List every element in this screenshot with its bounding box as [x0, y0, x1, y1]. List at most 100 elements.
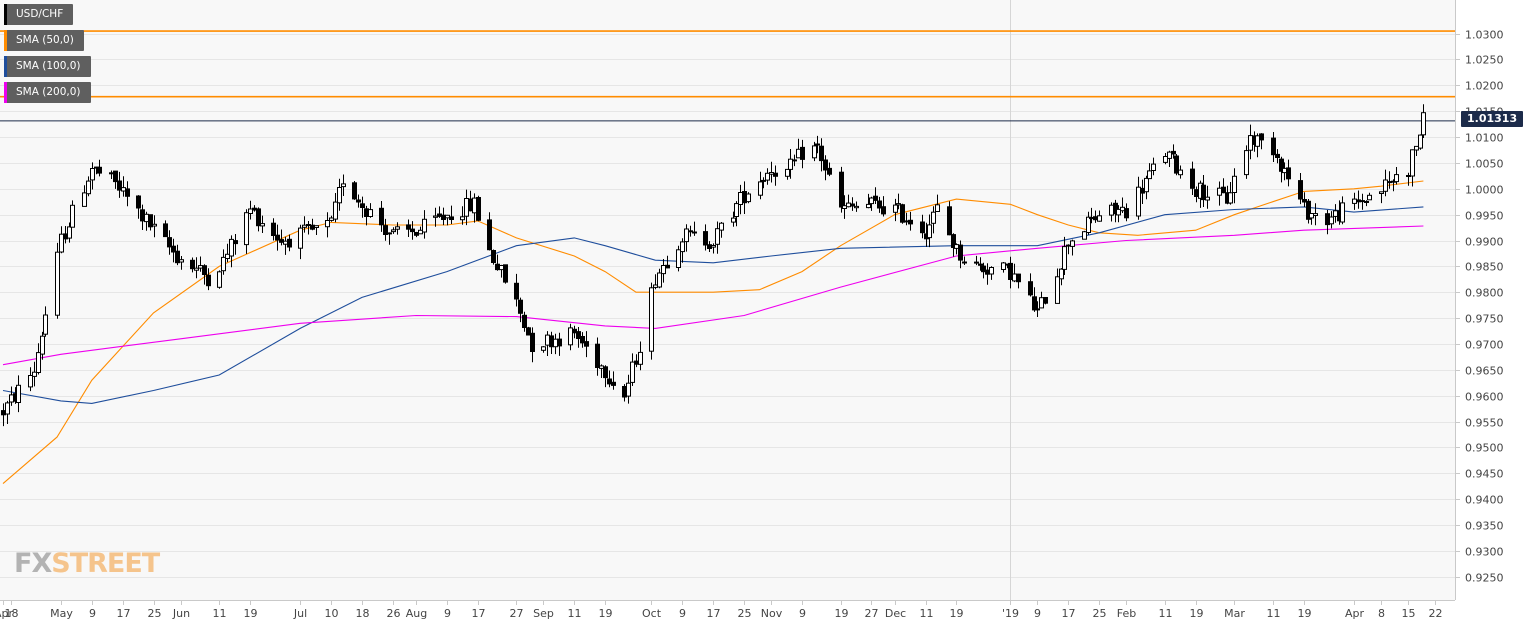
candle-body [1062, 246, 1067, 270]
candle-body [233, 240, 238, 245]
candle-body [653, 284, 658, 288]
candle-body [441, 214, 446, 220]
candle-body [190, 259, 195, 270]
legend-item-symbol[interactable]: USD/CHF [4, 4, 74, 25]
candle-body [568, 327, 573, 346]
candle-body [1178, 169, 1183, 176]
candle-body [761, 179, 766, 182]
candle-body [854, 205, 859, 209]
y-tick-label: 0.9450 [1465, 468, 1504, 481]
candle-body [387, 232, 392, 235]
candle-body [715, 228, 720, 245]
candle-body [954, 244, 959, 249]
candle-body [248, 208, 253, 214]
candle-body [920, 221, 925, 234]
candle-body [839, 171, 844, 208]
x-tick-label: 9 [89, 607, 96, 620]
legend-item-sma50[interactable]: SMA (50,0) [4, 30, 84, 51]
candle-body [1097, 215, 1102, 222]
candle-body [1008, 262, 1013, 280]
candle-body [962, 261, 967, 264]
candle-body [530, 332, 535, 352]
candle-body [16, 384, 21, 403]
x-tick-label: 9 [799, 607, 806, 620]
y-tick-label: 0.9800 [1465, 287, 1504, 300]
candle-body [418, 229, 423, 235]
legend-label: SMA (200,0) [16, 86, 81, 98]
candle-body [1414, 145, 1419, 151]
candle-body [595, 343, 600, 369]
x-tick-label: May [50, 607, 73, 620]
x-tick-label: 11 [568, 607, 582, 620]
candle-body [113, 170, 118, 183]
candle-body [1174, 155, 1179, 174]
x-tick-label: '19 [1002, 607, 1019, 620]
candle-body [352, 182, 357, 200]
candle-body [908, 219, 913, 225]
candle-body [649, 287, 654, 352]
x-tick-label: 17 [1062, 607, 1076, 620]
candle-body [1394, 174, 1399, 183]
candle-body [1194, 189, 1199, 198]
y-tick-label: 0.9750 [1465, 313, 1504, 326]
candle-body [198, 265, 203, 269]
candle-body [368, 209, 373, 218]
x-tick-label: Jun [172, 607, 190, 620]
candle-body [584, 341, 589, 347]
x-tick-label: 18 [356, 607, 370, 620]
candle-body [572, 328, 577, 334]
candle-body [522, 314, 527, 328]
x-tick-label: 11 [1267, 607, 1281, 620]
candle-body [688, 230, 693, 233]
candle-body [1286, 167, 1291, 180]
candle-body [356, 199, 361, 203]
candle-body [283, 240, 288, 245]
candle-body [1082, 231, 1087, 240]
logo-part-street: STREET [51, 548, 160, 579]
legend-swatch [4, 4, 7, 25]
candle-body [59, 233, 64, 253]
candle-body [70, 204, 75, 228]
candle-body [329, 217, 334, 221]
candle-body [1171, 150, 1176, 155]
y-tick-label: 0.9650 [1465, 365, 1504, 378]
x-tick-label: 11 [213, 607, 227, 620]
candle-body [981, 265, 986, 273]
x-tick-label: Dec [885, 607, 906, 620]
candle-body [1163, 156, 1168, 163]
candle-body [1001, 262, 1006, 270]
candle-body [40, 335, 45, 355]
x-tick-label: 10 [325, 607, 339, 620]
candle-body [414, 232, 419, 236]
candle-body [1012, 273, 1017, 282]
candle-body [476, 197, 481, 221]
candle-body [279, 239, 284, 243]
candle-body [553, 338, 558, 348]
x-tick-label: 17 [472, 607, 486, 620]
candle-body [1421, 112, 1426, 136]
legend-item-sma100[interactable]: SMA (100,0) [4, 56, 91, 77]
candle-body [765, 172, 770, 181]
legend-swatch [4, 56, 7, 77]
x-tick-label: 19 [1298, 607, 1312, 620]
candle-body [626, 382, 631, 397]
candle-body [850, 203, 855, 207]
x-tick-label: Mar [1224, 607, 1245, 620]
y-tick-label: 0.9600 [1465, 391, 1504, 404]
x-tick-label: Aug [406, 607, 427, 620]
candle-body [599, 365, 604, 369]
candle-body [1066, 244, 1071, 247]
candle-body [958, 244, 963, 261]
candle-body [1221, 186, 1226, 194]
candle-body [136, 195, 141, 209]
candle-body [287, 238, 292, 248]
legend-item-sma200[interactable]: SMA (200,0) [4, 82, 91, 103]
candle-body [1035, 308, 1040, 311]
candle-body [742, 191, 747, 204]
x-tick-label: 17 [707, 607, 721, 620]
candle-body [1228, 192, 1233, 204]
candle-body [1255, 135, 1260, 147]
candle-body [951, 234, 956, 249]
candle-body [86, 180, 91, 195]
candle-body [325, 220, 330, 228]
